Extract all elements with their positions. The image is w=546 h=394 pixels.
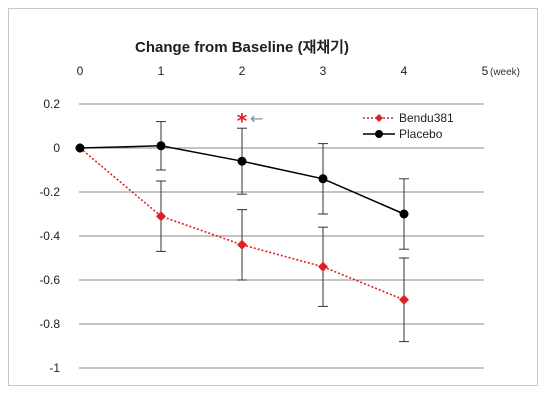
y-tick-label: -1 (49, 361, 60, 375)
data-point (156, 211, 166, 222)
data-point (237, 156, 247, 166)
y-tick-label: -0.8 (39, 317, 60, 331)
x-tick-labels: 0 1 2 3 4 5 (77, 64, 489, 78)
x-tick-label: 1 (158, 64, 165, 78)
annotation-arrow: ← (250, 109, 263, 128)
data-point (75, 143, 85, 153)
legend-marker (375, 114, 383, 122)
series-placebo (75, 121, 409, 250)
grid (79, 103, 484, 369)
x-unit-label: (week) (490, 67, 520, 78)
y-tick-label: 0.2 (43, 97, 60, 111)
legend-label: Placebo (399, 127, 443, 141)
data-point (237, 239, 247, 250)
y-tick-label: -0.4 (39, 229, 60, 243)
chart-title: Change from Baseline (재채기) (135, 39, 349, 56)
y-tick-labels: 0.2 0 -0.2 -0.4 -0.6 -0.8 -1 (39, 97, 60, 375)
data-point (399, 294, 409, 305)
legend: Bendu381 Placebo (363, 111, 454, 141)
x-tick-label: 4 (401, 64, 408, 78)
y-tick-label: -0.2 (39, 185, 60, 199)
data-point (318, 261, 328, 272)
significance-annotation: * ← (237, 109, 264, 133)
series-line (79, 147, 405, 301)
legend-label: Bendu381 (399, 111, 454, 125)
data-point (156, 141, 166, 151)
data-point (399, 209, 409, 219)
y-tick-label: -0.6 (39, 273, 60, 287)
significance-star: * (237, 109, 248, 133)
data-point (318, 174, 328, 184)
x-tick-label: 2 (239, 64, 246, 78)
legend-marker (375, 130, 383, 138)
x-tick-label: 0 (77, 64, 84, 78)
chart-frame (8, 8, 538, 386)
x-tick-label: 5 (482, 64, 489, 78)
y-tick-label: 0 (53, 141, 60, 155)
x-tick-label: 3 (320, 64, 327, 78)
series-layer (75, 121, 409, 343)
